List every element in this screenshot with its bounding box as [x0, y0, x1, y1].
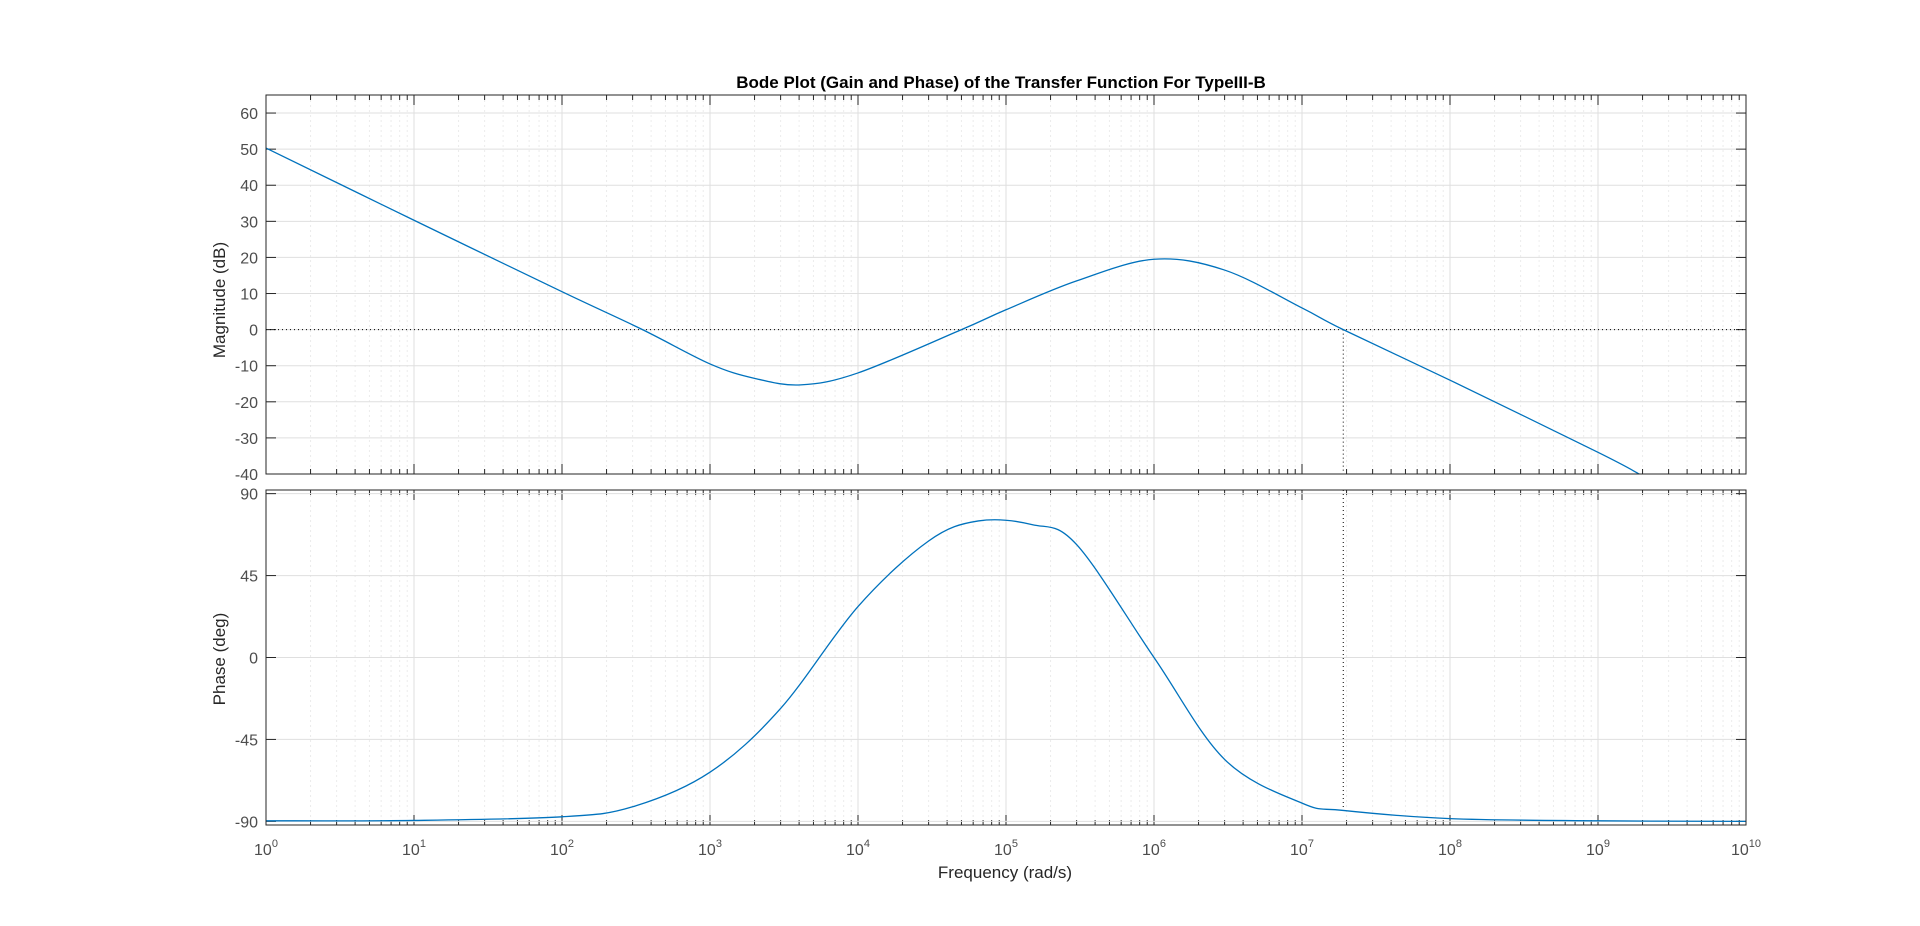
phase-axes-box — [265, 489, 1747, 826]
magnitude-y-tick-label: -20 — [235, 395, 258, 412]
x-tick-label: 108 — [1438, 838, 1462, 859]
phase-y-tick-label: -45 — [235, 732, 258, 749]
magnitude-y-tick-label: 10 — [240, 287, 258, 304]
magnitude-y-tick-label: -40 — [235, 467, 258, 484]
x-tick-label: 101 — [402, 838, 426, 859]
magnitude-y-tick-label: 40 — [240, 178, 258, 195]
chart-title: Bode Plot (Gain and Phase) of the Transf… — [736, 73, 1266, 92]
magnitude-y-tick-label: 30 — [240, 214, 258, 231]
phase-y-tick-label: 45 — [240, 569, 258, 586]
x-axis-label: Frequency (rad/s) — [938, 863, 1072, 882]
magnitude-y-tick-label: 0 — [249, 323, 258, 340]
x-tick-label: 105 — [994, 838, 1018, 859]
x-tick-label: 1010 — [1731, 838, 1761, 859]
x-tick-label: 109 — [1586, 838, 1610, 859]
x-tick-label: 102 — [550, 838, 574, 859]
magnitude-axes: 60 50 40 30 20 10 0 -10 -20 -30 -40 Magnitude (dB) — [210, 94, 1747, 484]
magnitude-y-tick-label: -10 — [235, 359, 258, 376]
phase-y-axis-label: Phase (deg) — [210, 613, 229, 706]
phase-y-tick-label: 0 — [249, 651, 258, 668]
magnitude-y-tick-label: 20 — [240, 250, 258, 267]
magnitude-series-line — [265, 147, 1640, 475]
x-axis-tick-labels: 100 101 102 103 104 105 106 107 108 109 1010 — [254, 838, 1761, 859]
x-tick-label: 106 — [1142, 838, 1166, 859]
x-tick-label: 103 — [698, 838, 722, 859]
magnitude-axes-box — [265, 94, 1747, 475]
magnitude-y-axis-label: Magnitude (dB) — [210, 242, 229, 358]
x-tick-label: 107 — [1290, 838, 1314, 859]
phase-y-tick-label: 90 — [240, 487, 258, 504]
magnitude-y-tick-label: -30 — [235, 431, 258, 448]
x-tick-label: 104 — [846, 838, 870, 859]
magnitude-y-tick-label: 60 — [240, 106, 258, 123]
magnitude-y-tick-label: 50 — [240, 142, 258, 159]
x-tick-label: 100 — [254, 838, 278, 859]
phase-series-line — [265, 519, 1747, 823]
phase-y-tick-label: -90 — [235, 814, 258, 831]
phase-axes: 90 45 0 -45 -90 Phase (deg) — [210, 487, 1747, 831]
